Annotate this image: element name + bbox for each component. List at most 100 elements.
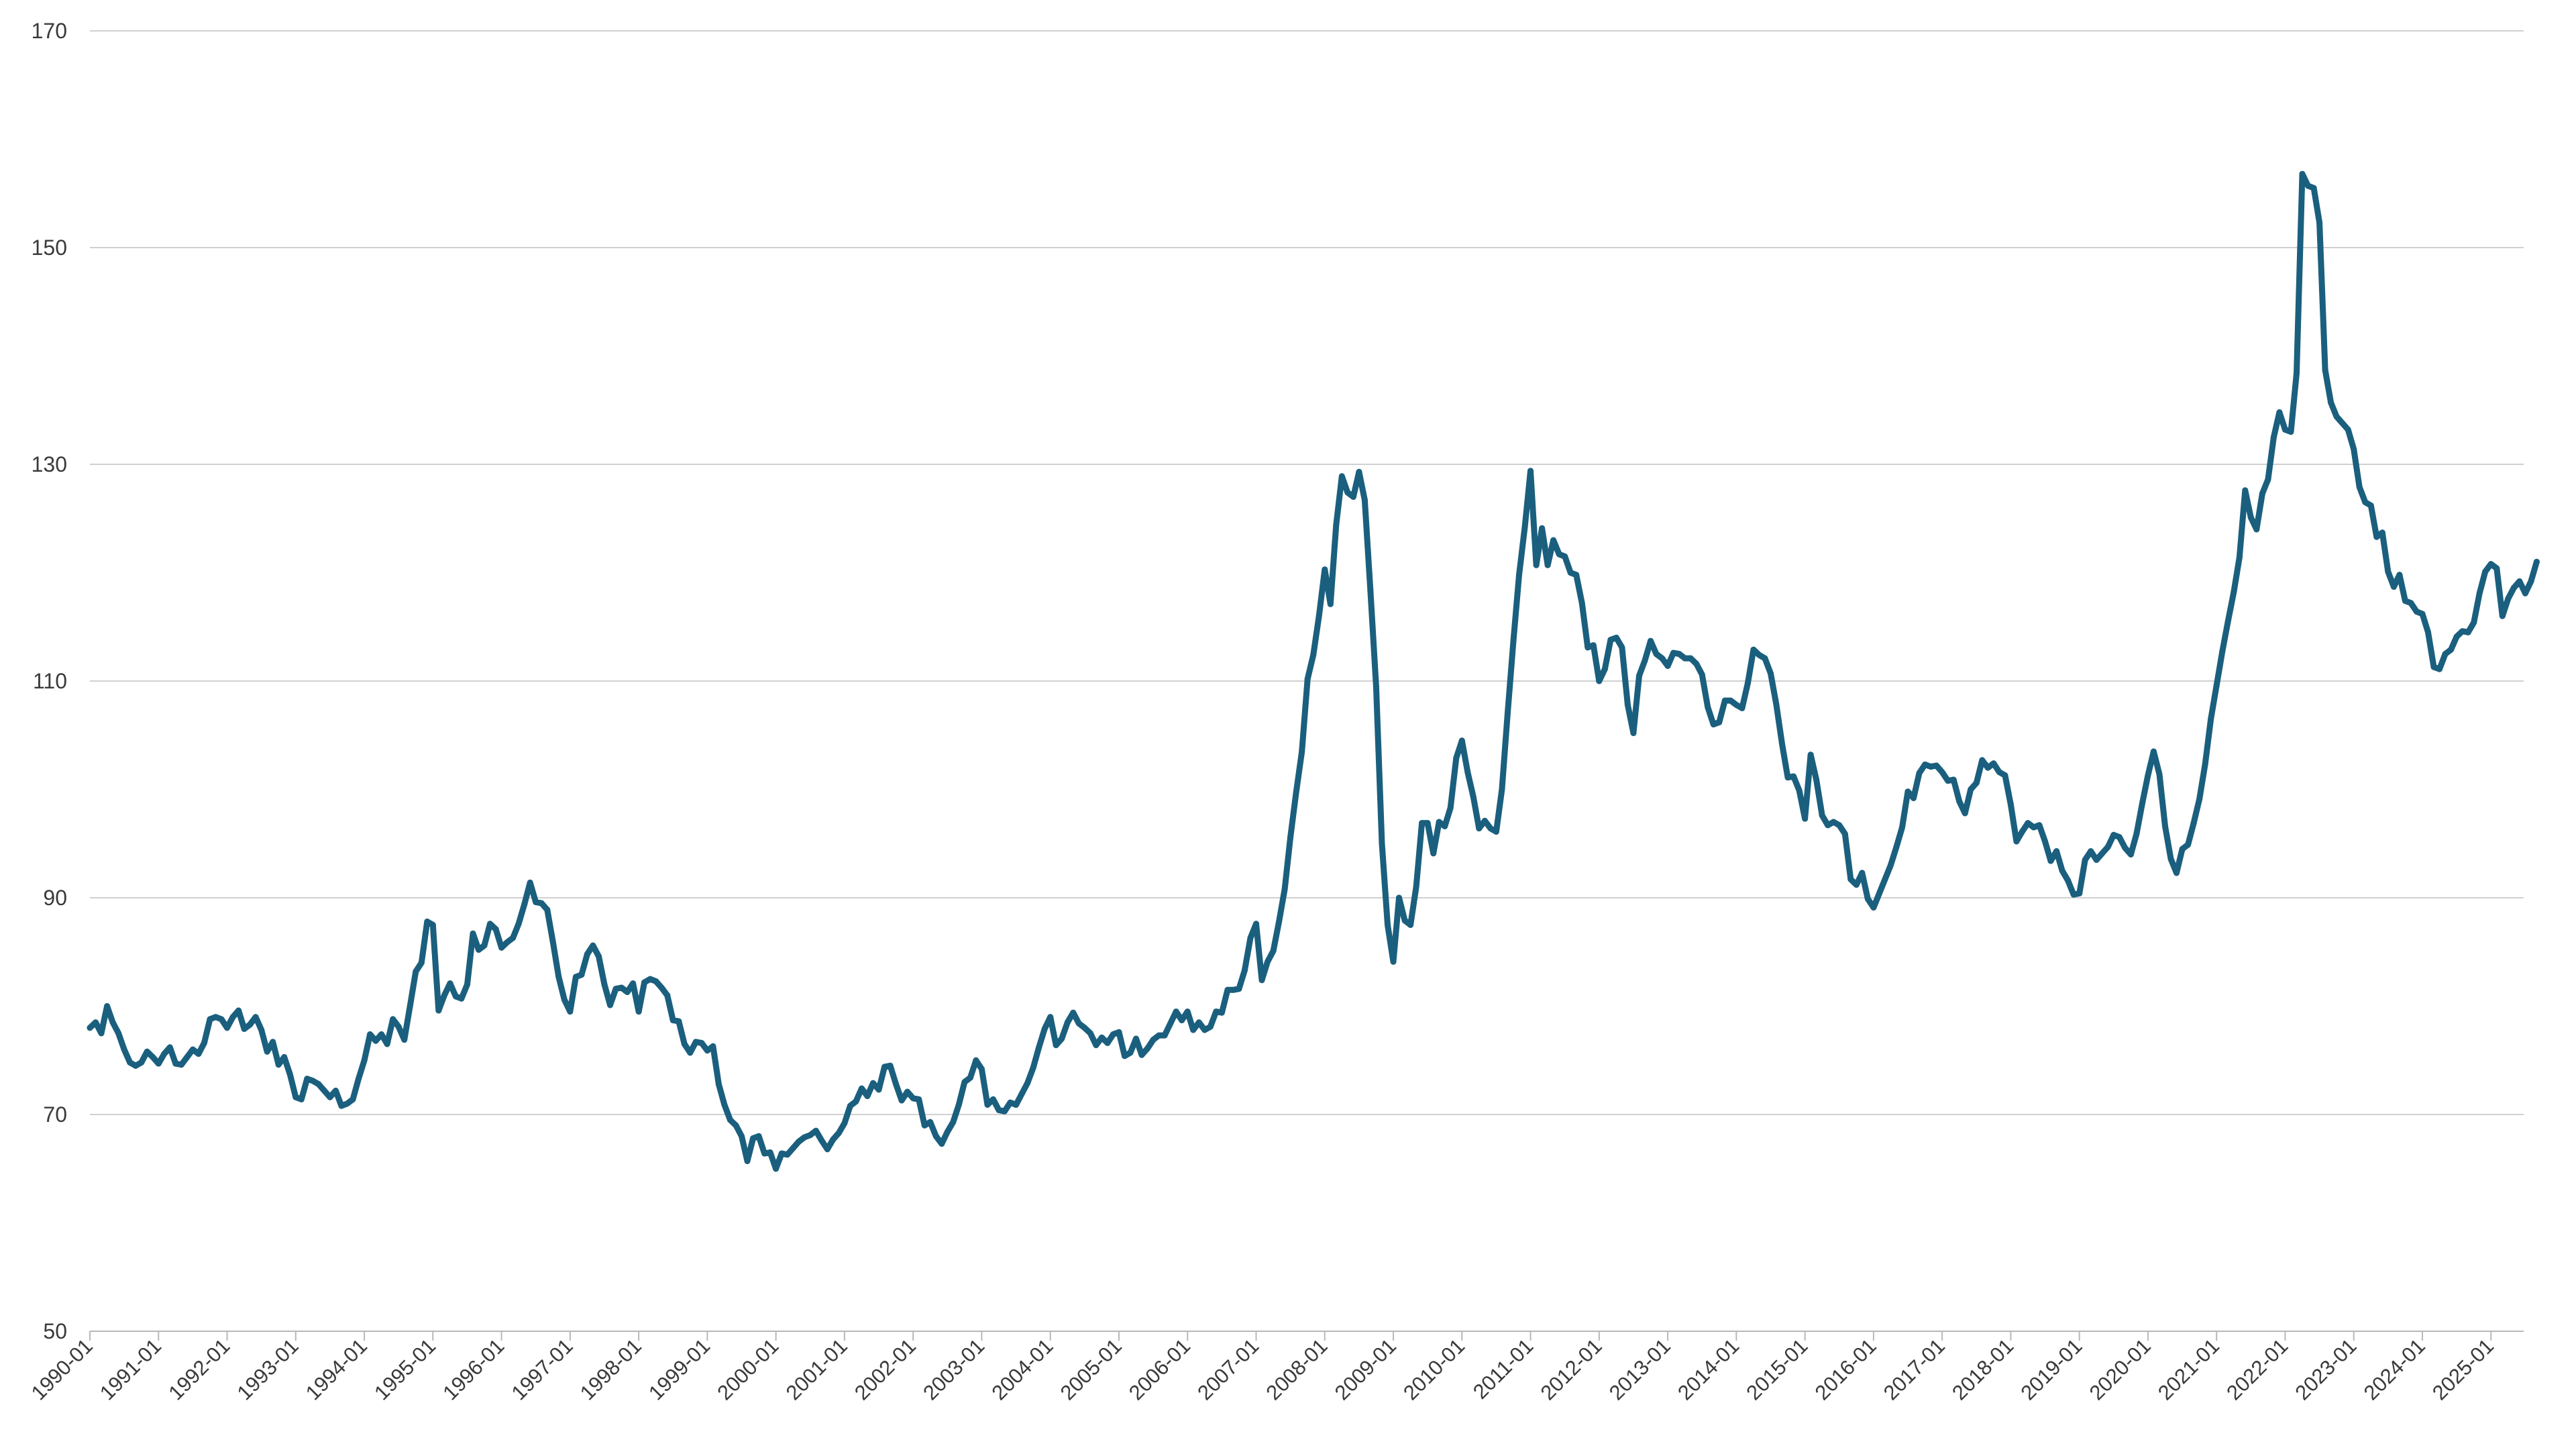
- data-point: [2070, 891, 2077, 898]
- data-point: [761, 1150, 768, 1157]
- data-point: [258, 1027, 265, 1033]
- data-point: [1899, 824, 1905, 831]
- data-point: [681, 1041, 688, 1047]
- data-point: [1979, 757, 1986, 764]
- data-point: [166, 1044, 173, 1051]
- data-point: [1578, 600, 1585, 607]
- x-tick-label-2006-01: 2006-01: [1124, 1334, 1195, 1404]
- data-point: [464, 981, 470, 988]
- data-point: [2505, 595, 2512, 602]
- data-point: [344, 1100, 350, 1107]
- data-point: [207, 1016, 213, 1023]
- data-point: [2482, 568, 2489, 575]
- data-point: [2419, 611, 2426, 617]
- data-point: [1904, 788, 1911, 795]
- data-point: [1573, 572, 1580, 578]
- data-point: [1356, 468, 1362, 475]
- data-point: [721, 1102, 728, 1108]
- data-point: [1790, 773, 1797, 780]
- data-point: [921, 1122, 928, 1129]
- x-tick-label-2012-01: 2012-01: [1536, 1334, 1607, 1404]
- data-point: [1201, 1027, 1208, 1033]
- data-point: [441, 992, 447, 998]
- data-point: [2351, 446, 2357, 452]
- data-point: [807, 1132, 814, 1139]
- x-tick-label-2009-01: 2009-01: [1330, 1334, 1401, 1404]
- data-point: [2196, 796, 2203, 802]
- data-point: [607, 1002, 613, 1008]
- data-point: [2448, 646, 2455, 653]
- data-point: [635, 1008, 642, 1015]
- data-point: [830, 1136, 837, 1143]
- data-point: [1802, 815, 1809, 822]
- data-point: [1876, 890, 1882, 896]
- data-point: [1179, 1017, 1185, 1023]
- series-line-0: [87, 170, 2540, 1172]
- data-point: [1705, 704, 1711, 711]
- data-point: [1258, 977, 1265, 984]
- data-point: [2499, 613, 2506, 619]
- gridlines: [90, 30, 2524, 1332]
- data-point: [1396, 894, 1402, 901]
- data-point: [1664, 662, 1671, 669]
- data-point: [2236, 554, 2243, 561]
- data-point: [910, 1095, 916, 1102]
- data-point: [1447, 805, 1454, 811]
- data-point: [155, 1060, 162, 1067]
- data-point: [515, 921, 522, 927]
- data-point: [2253, 526, 2260, 533]
- data-point: [1630, 730, 1637, 736]
- data-point: [1927, 764, 1934, 770]
- data-point: [898, 1097, 905, 1104]
- data-point: [1939, 769, 1945, 776]
- data-point: [733, 1122, 739, 1129]
- data-point: [1122, 1053, 1128, 1059]
- data-point: [1819, 812, 1825, 819]
- data-point: [1041, 1025, 1048, 1032]
- data-point: [1870, 904, 1877, 911]
- data-point: [647, 976, 653, 982]
- data-point: [2247, 514, 2254, 521]
- data-point: [1607, 637, 1614, 643]
- data-point: [2362, 499, 2369, 505]
- data-point: [1956, 798, 1963, 805]
- data-point: [2471, 619, 2477, 626]
- data-point: [498, 944, 505, 951]
- data-point: [2185, 841, 2192, 848]
- data-point: [1744, 680, 1751, 686]
- data-point: [2305, 183, 2311, 189]
- data-point: [1670, 650, 1677, 656]
- data-point: [487, 921, 493, 927]
- data-point: [1390, 958, 1397, 965]
- data-point: [1361, 497, 1368, 503]
- data-point: [796, 1138, 802, 1145]
- data-point: [2288, 429, 2294, 435]
- y-tick-label-130: 130: [32, 452, 67, 476]
- data-point: [881, 1064, 888, 1070]
- data-point: [2453, 633, 2460, 640]
- x-tick-label-1990-01: 1990-01: [27, 1334, 97, 1404]
- data-point: [1344, 489, 1351, 496]
- data-point: [1864, 896, 1871, 902]
- data-point: [407, 1003, 413, 1009]
- data-point: [641, 979, 648, 986]
- data-point: [2316, 219, 2323, 226]
- data-point: [676, 1018, 682, 1025]
- data-point: [1784, 774, 1791, 781]
- data-point: [138, 1059, 145, 1066]
- data-point: [115, 1030, 122, 1037]
- data-point: [1150, 1037, 1157, 1043]
- data-point: [1173, 1008, 1179, 1015]
- data-point: [1556, 551, 1562, 558]
- data-point: [2465, 629, 2471, 635]
- data-point: [521, 901, 528, 908]
- data-point: [1779, 741, 1785, 747]
- data-point: [801, 1134, 808, 1141]
- data-point: [247, 1021, 254, 1028]
- data-point: [429, 921, 436, 928]
- data-point: [2339, 420, 2346, 427]
- data-point: [1470, 794, 1477, 800]
- data-point: [561, 996, 568, 1003]
- data-point: [178, 1061, 184, 1068]
- data-point: [1476, 825, 1483, 832]
